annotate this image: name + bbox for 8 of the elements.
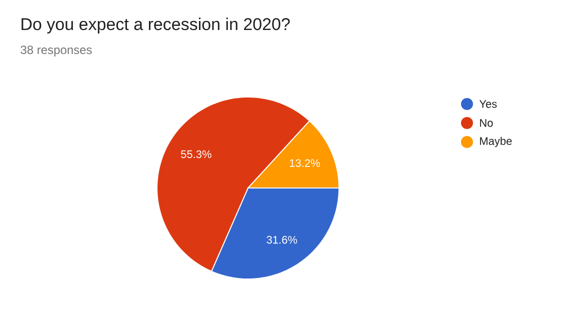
text: 38 responses bbox=[20, 46, 92, 56]
legend-label: No bbox=[480, 119, 493, 127]
legend-label: Yes bbox=[479, 100, 497, 108]
legend-label: Maybe bbox=[480, 136, 512, 148]
data-label: 13.2% bbox=[290, 159, 320, 167]
data-label: 31.6% bbox=[266, 236, 298, 244]
data-label: 55.3% bbox=[180, 150, 212, 158]
chart-title: Do you expect a recession in 2020? bbox=[22, 18, 290, 34]
